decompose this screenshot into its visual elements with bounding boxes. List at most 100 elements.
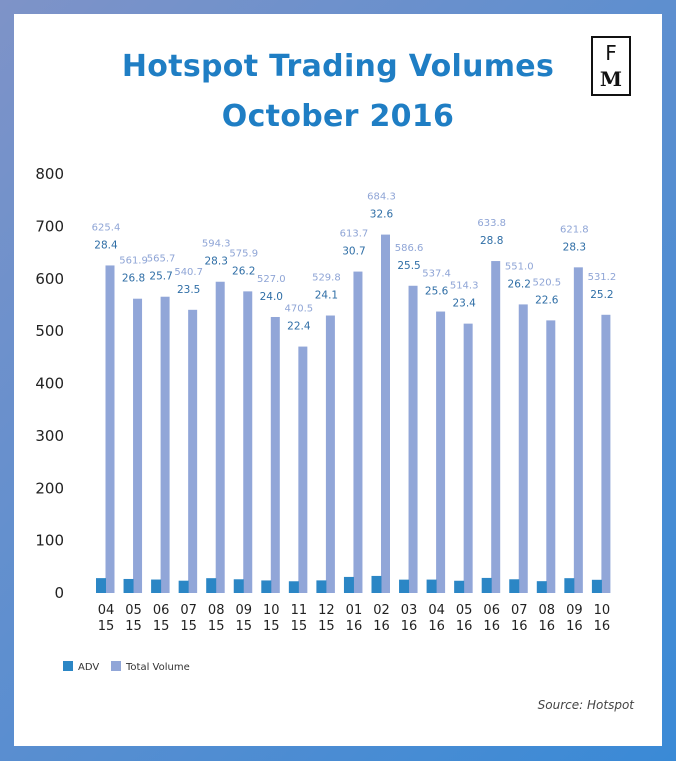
data-label-adv: 26.2 [232, 265, 255, 277]
title-line-2: October 2016 [221, 99, 455, 134]
data-label-adv: 28.3 [205, 256, 228, 268]
x-tick-label-line: 16 [346, 619, 363, 634]
y-tick-label: 300 [35, 427, 64, 445]
source-note: Source: Hotspot [537, 698, 634, 712]
legend-swatch-adv [63, 661, 73, 671]
legend-label-total-volume: Total Volume [125, 662, 190, 673]
x-tick-label: 10 15 [263, 603, 280, 634]
data-label-adv: 32.6 [370, 209, 394, 221]
x-tick-label-line: 08 [208, 603, 225, 618]
data-label-total-volume: 537.4 [422, 269, 451, 280]
x-tick-label-line: 15 [263, 619, 280, 634]
x-tick-label-line: 09 [566, 603, 583, 618]
bar-adv [454, 580, 465, 593]
bar-total-volume [353, 271, 363, 593]
logo-letter-f: F [605, 41, 617, 65]
bar-total-volume [105, 265, 115, 593]
x-tick-label: 09 16 [566, 603, 583, 634]
x-tick-label-line: 15 [318, 619, 335, 634]
bar-total-volume [243, 291, 253, 593]
x-tick-label-line: 10 [594, 603, 611, 618]
data-label-total-volume: 684.3 [367, 192, 396, 203]
x-tick-label-line: 09 [235, 603, 252, 618]
x-tick-label: 06 16 [483, 603, 500, 634]
bar-adv [591, 579, 602, 593]
x-tick-label: 08 16 [539, 603, 556, 634]
data-label-total-volume: 470.5 [285, 304, 314, 315]
y-tick-label: 700 [35, 217, 64, 235]
bar-total-volume [160, 296, 170, 593]
bar-adv [151, 579, 162, 593]
bar-adv [343, 576, 354, 593]
x-tick-label: 06 15 [153, 603, 170, 634]
data-label-adv: 25.5 [397, 260, 420, 272]
logo-letter-m: M [599, 67, 623, 91]
data-label-total-volume: 594.3 [202, 239, 231, 250]
x-tick-label-line: 04 [428, 603, 445, 618]
data-label-adv: 26.8 [122, 273, 145, 285]
x-tick-label-line: 06 [153, 603, 170, 618]
x-tick-label-line: 01 [346, 603, 363, 618]
y-tick-label: 100 [35, 532, 64, 550]
bar-total-volume [408, 285, 418, 593]
x-tick-label-line: 15 [153, 619, 170, 634]
x-tick-label: 07 16 [511, 603, 528, 634]
x-tick-label-line: 05 [456, 603, 473, 618]
bar-total-volume [270, 316, 280, 593]
data-label-adv: 22.6 [535, 294, 559, 306]
bar-adv [96, 578, 106, 593]
x-tick-label: 08 15 [208, 603, 225, 634]
data-label-adv: 25.7 [149, 271, 172, 283]
fm-logo: F M [591, 36, 631, 96]
bar-adv [509, 579, 520, 593]
x-tick-label-line: 15 [291, 619, 308, 634]
legend-swatch-total-volume [111, 661, 121, 671]
x-tick-label: 03 16 [401, 603, 418, 634]
chart-title: Hotspot Trading Volumes October 2016 [0, 42, 676, 142]
x-tick-label: 10 16 [594, 603, 611, 634]
bar-adv [123, 578, 134, 593]
title-line-1: Hotspot Trading Volumes [121, 49, 555, 84]
data-label-total-volume: 527.0 [257, 274, 286, 285]
data-label-total-volume: 540.7 [174, 267, 203, 278]
bar-total-volume [573, 267, 583, 593]
x-tick-label: 09 15 [235, 603, 252, 634]
y-tick-label: 500 [35, 322, 64, 340]
bar-total-volume [546, 320, 556, 593]
y-tick-label: 200 [35, 479, 64, 497]
x-tick-label: 11 15 [291, 603, 308, 634]
x-tick-label-line: 16 [511, 619, 528, 634]
data-label-adv: 23.5 [177, 284, 200, 296]
bar-adv [426, 579, 437, 593]
x-tick-label-line: 16 [456, 619, 473, 634]
x-tick-label-line: 16 [373, 619, 390, 634]
data-label-adv: 22.4 [287, 321, 311, 333]
x-tick-label-line: 15 [180, 619, 197, 634]
bar-adv [206, 578, 217, 593]
legend-label-adv: ADV [78, 662, 99, 673]
x-tick-label-line: 16 [594, 619, 611, 634]
data-label-adv: 25.6 [425, 286, 449, 298]
y-tick-label: 600 [35, 270, 64, 288]
data-label-adv: 30.7 [342, 246, 365, 258]
x-tick-label-line: 11 [291, 603, 308, 618]
bar-total-volume [601, 314, 611, 593]
x-tick-label-line: 04 [98, 603, 115, 618]
x-tick-label-line: 16 [483, 619, 500, 634]
bar-adv [536, 581, 547, 593]
bar-adv [481, 577, 492, 593]
data-label-adv: 28.3 [563, 241, 586, 253]
bar-total-volume [518, 304, 528, 593]
x-tick-label: 07 15 [180, 603, 197, 634]
bar-total-volume [436, 311, 446, 593]
bar-total-volume [188, 309, 198, 593]
data-label-adv: 24.0 [260, 291, 283, 303]
x-tick-label-line: 15 [208, 619, 225, 634]
bar-adv [261, 580, 272, 593]
x-tick-label-line: 07 [180, 603, 197, 618]
data-label-adv: 28.4 [94, 239, 118, 251]
data-label-total-volume: 586.6 [395, 243, 424, 254]
bar-total-volume [463, 323, 473, 593]
bar-adv [371, 575, 382, 593]
